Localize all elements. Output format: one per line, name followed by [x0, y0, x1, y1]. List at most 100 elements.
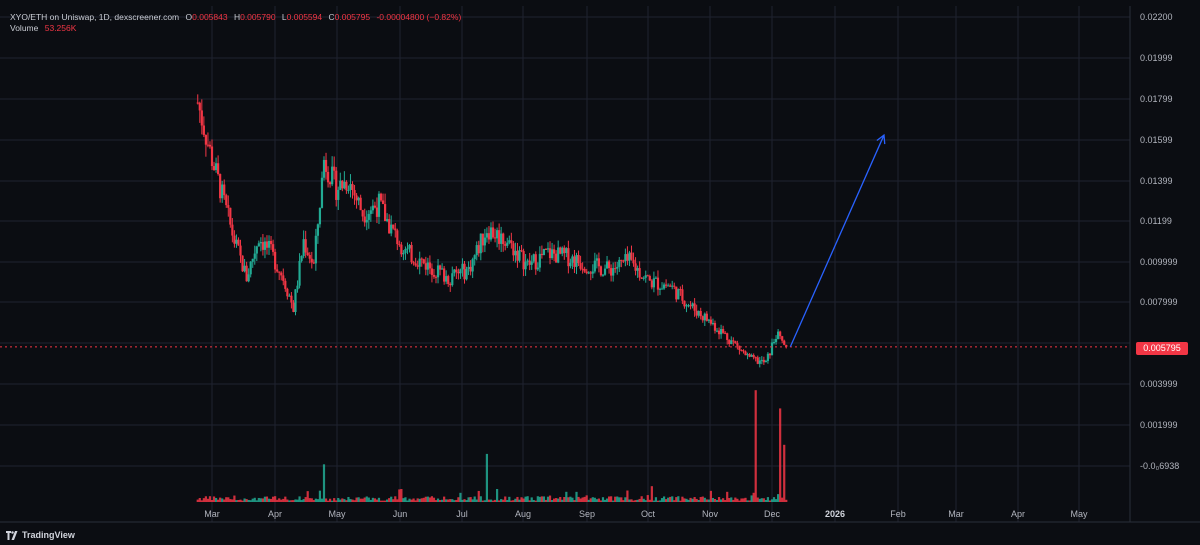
volume-bar [441, 499, 444, 502]
volume-bar [654, 497, 658, 502]
candle-body [443, 268, 446, 282]
volume-bar [538, 496, 541, 502]
volume-bar [449, 499, 452, 502]
candle-body [290, 295, 293, 303]
candle-body [660, 288, 664, 290]
volume-bar [298, 496, 301, 502]
candle-body [324, 159, 328, 172]
candle-body [269, 240, 273, 245]
candle-body [202, 125, 205, 135]
candle-body [489, 227, 493, 240]
candle-body [648, 275, 651, 281]
volume-bar [779, 408, 782, 502]
candle-body [506, 242, 509, 246]
candle-body [225, 195, 228, 206]
volume-bar [534, 500, 537, 502]
volume-bar [227, 497, 230, 502]
volume-bar [432, 497, 436, 502]
x-tick-label: Aug [515, 509, 531, 519]
candle-body [607, 261, 611, 269]
candle-body [650, 280, 653, 288]
volume-bar [412, 498, 415, 502]
candle-body [681, 289, 684, 301]
candle-body [783, 340, 786, 345]
volume-bar [612, 500, 615, 502]
volume-bar [487, 499, 491, 502]
candle-body [534, 254, 537, 270]
x-tick-label: Dec [764, 509, 781, 519]
candle-body [428, 262, 431, 269]
volume-bar [548, 495, 552, 502]
volume-bar [777, 494, 780, 502]
candle-body [571, 256, 574, 263]
candle-body [622, 260, 625, 262]
candle-body [605, 261, 609, 269]
candle-body [432, 274, 436, 277]
volume-bar [575, 491, 578, 502]
volume-bar [388, 498, 391, 502]
candle-body [583, 268, 586, 272]
candle-body [434, 276, 438, 278]
candle-body [665, 284, 668, 286]
symbol-title[interactable]: XYO/ETH on Uniswap, 1D, dexscreener.com [10, 12, 180, 22]
volume-bar [526, 496, 529, 502]
candle-body [308, 254, 311, 259]
candle-body [630, 252, 633, 260]
volume-bar [687, 499, 690, 502]
y-tick-label: 0.003999 [1140, 379, 1178, 389]
candle-body [383, 204, 387, 222]
candle-body [221, 184, 224, 199]
volume-bar [709, 490, 713, 502]
tradingview-brand[interactable]: TradingView [6, 528, 75, 542]
candle-body [396, 230, 399, 245]
candle-body [508, 240, 511, 243]
candle-body [636, 268, 639, 271]
volume-bar [416, 498, 419, 502]
candle-body [284, 280, 287, 289]
tradingview-logo-icon [6, 530, 18, 540]
volume-bar [351, 499, 354, 502]
volume-bar [196, 499, 199, 502]
candle-body [255, 246, 258, 254]
x-tick-label: May [328, 509, 346, 519]
volume-bar [347, 496, 350, 502]
volume-bar [463, 499, 466, 502]
volume-bar [483, 500, 486, 502]
volume-bar [428, 497, 431, 502]
volume-bar [705, 499, 708, 502]
volume-bar [320, 498, 324, 502]
candle-body [288, 295, 291, 297]
volume-bar [614, 496, 617, 502]
candle-body [514, 250, 517, 256]
candle-body [573, 256, 576, 267]
candle-body [642, 277, 645, 279]
candle-body [306, 252, 309, 255]
volume-bar [648, 499, 651, 502]
volume-bar [532, 500, 535, 502]
candle-body [400, 244, 403, 255]
volume-bar [396, 499, 399, 502]
volume-bar [646, 495, 649, 502]
candle-body [713, 323, 717, 331]
candle-body [520, 250, 523, 252]
candle-body [772, 341, 776, 343]
volume-bar [286, 499, 289, 502]
volume-bar [514, 498, 517, 502]
volume-bar [620, 497, 623, 502]
candle-body [335, 170, 338, 200]
candle-body [717, 330, 721, 335]
candle-body [774, 338, 778, 342]
volume-bar [524, 496, 527, 502]
y-tick-label: -0.0₀6938 [1140, 461, 1179, 471]
volume-bar [607, 496, 611, 502]
candle-body [646, 275, 649, 277]
candle-body [703, 313, 706, 321]
volume-bar [703, 497, 706, 502]
candle-body [777, 331, 780, 339]
volume-bar [316, 499, 319, 502]
volume-bar [785, 499, 788, 502]
candle-body [728, 339, 731, 345]
volume-bar [774, 499, 778, 502]
